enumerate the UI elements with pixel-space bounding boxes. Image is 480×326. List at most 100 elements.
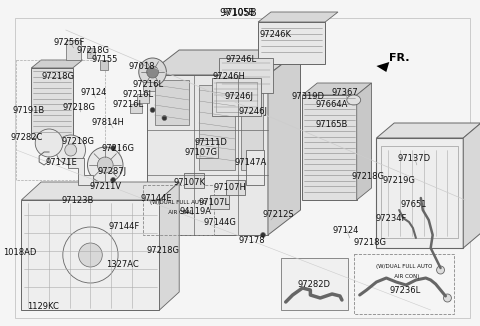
Text: 97111D: 97111D (194, 138, 227, 147)
Text: 97246J: 97246J (225, 92, 254, 101)
Text: 97282D: 97282D (298, 280, 331, 289)
Text: 97124: 97124 (333, 226, 359, 235)
Circle shape (139, 58, 167, 86)
Text: 97216L: 97216L (112, 100, 144, 109)
Polygon shape (241, 80, 263, 170)
Text: 97218G: 97218G (77, 46, 110, 55)
Bar (226, 180, 245, 195)
Bar (143, 185, 214, 235)
Text: 97107H: 97107H (213, 183, 246, 192)
Text: 97218G: 97218G (351, 172, 384, 181)
Bar (143, 82, 155, 91)
Text: 97219G: 97219G (383, 176, 416, 185)
Circle shape (79, 243, 102, 267)
Circle shape (150, 108, 155, 112)
Polygon shape (31, 60, 83, 68)
Text: 97107L: 97107L (198, 198, 229, 207)
Text: 97218G: 97218G (61, 137, 94, 146)
Bar (354, 254, 455, 314)
Polygon shape (258, 12, 338, 22)
Text: 97137D: 97137D (397, 154, 431, 163)
Text: 97319D: 97319D (292, 92, 325, 101)
Text: 97218G: 97218G (41, 72, 74, 81)
Text: 97144E: 97144E (141, 194, 172, 203)
Bar (196, 140, 217, 158)
Text: 97105B: 97105B (222, 8, 254, 17)
Bar (216, 82, 257, 112)
Polygon shape (268, 50, 300, 235)
Text: 97216L: 97216L (132, 80, 163, 89)
Bar (258, 22, 325, 64)
Text: 97124: 97124 (80, 88, 107, 97)
Text: 97191B: 97191B (12, 106, 45, 115)
Text: 1018AD: 1018AD (3, 248, 36, 257)
Bar (246, 150, 264, 185)
Text: 94119A: 94119A (180, 207, 212, 216)
Circle shape (111, 177, 116, 183)
Circle shape (162, 115, 167, 121)
Bar (210, 195, 229, 209)
Text: 97664A: 97664A (316, 100, 348, 109)
Polygon shape (302, 83, 372, 95)
Text: (W/DUAL FULL AUTO: (W/DUAL FULL AUTO (376, 264, 432, 269)
Text: AIR CON): AIR CON) (389, 274, 419, 279)
Circle shape (35, 129, 63, 157)
Text: 97212S: 97212S (262, 210, 294, 219)
Polygon shape (463, 123, 480, 248)
Bar (212, 78, 261, 116)
Text: 97367: 97367 (332, 88, 358, 97)
Bar (87, 48, 96, 58)
Bar (31, 68, 72, 138)
Bar (130, 104, 142, 113)
Polygon shape (22, 182, 179, 200)
Polygon shape (376, 123, 480, 138)
Text: 97216G: 97216G (102, 144, 134, 153)
Polygon shape (147, 75, 268, 235)
Circle shape (65, 144, 77, 156)
Text: 97256F: 97256F (53, 38, 84, 47)
Text: 97211V: 97211V (89, 182, 121, 191)
Text: (W/DUAL FULL AUTO: (W/DUAL FULL AUTO (150, 200, 206, 205)
Circle shape (147, 66, 158, 78)
Bar (219, 58, 273, 93)
Text: 97144G: 97144G (203, 218, 236, 227)
Text: 97107K: 97107K (173, 178, 205, 187)
Text: 97246L: 97246L (226, 55, 257, 64)
Text: 97236L: 97236L (389, 286, 420, 295)
Circle shape (261, 232, 265, 238)
Text: 97123B: 97123B (61, 196, 94, 205)
Circle shape (56, 135, 85, 165)
Bar (100, 60, 108, 70)
Polygon shape (155, 80, 189, 125)
Circle shape (87, 147, 123, 183)
Text: 97246H: 97246H (212, 72, 245, 81)
Text: 97246K: 97246K (260, 30, 292, 39)
Text: AIR CON): AIR CON) (163, 210, 193, 215)
Text: 97165B: 97165B (316, 120, 348, 129)
Bar (16, 60, 105, 180)
Text: 97216L: 97216L (122, 90, 153, 99)
Circle shape (111, 145, 116, 151)
Text: 97155: 97155 (91, 55, 118, 64)
Text: 97218G: 97218G (147, 246, 180, 255)
Text: FR.: FR. (389, 53, 410, 63)
Polygon shape (357, 83, 372, 200)
Ellipse shape (347, 95, 360, 105)
Text: 97218G: 97218G (353, 238, 386, 247)
Bar (184, 173, 204, 188)
Polygon shape (159, 182, 179, 310)
Text: 97814H: 97814H (92, 118, 125, 127)
Polygon shape (376, 62, 389, 72)
Bar (376, 138, 463, 248)
Bar (66, 40, 81, 60)
Circle shape (144, 97, 149, 102)
Text: 97651: 97651 (401, 200, 427, 209)
Polygon shape (199, 85, 235, 170)
Bar (137, 94, 149, 103)
Polygon shape (68, 158, 94, 185)
Text: 97234F: 97234F (375, 214, 407, 223)
Text: 1129KC: 1129KC (27, 302, 59, 311)
Text: 97246J: 97246J (239, 107, 268, 116)
Bar (302, 95, 357, 200)
Text: 97287J: 97287J (97, 167, 127, 176)
